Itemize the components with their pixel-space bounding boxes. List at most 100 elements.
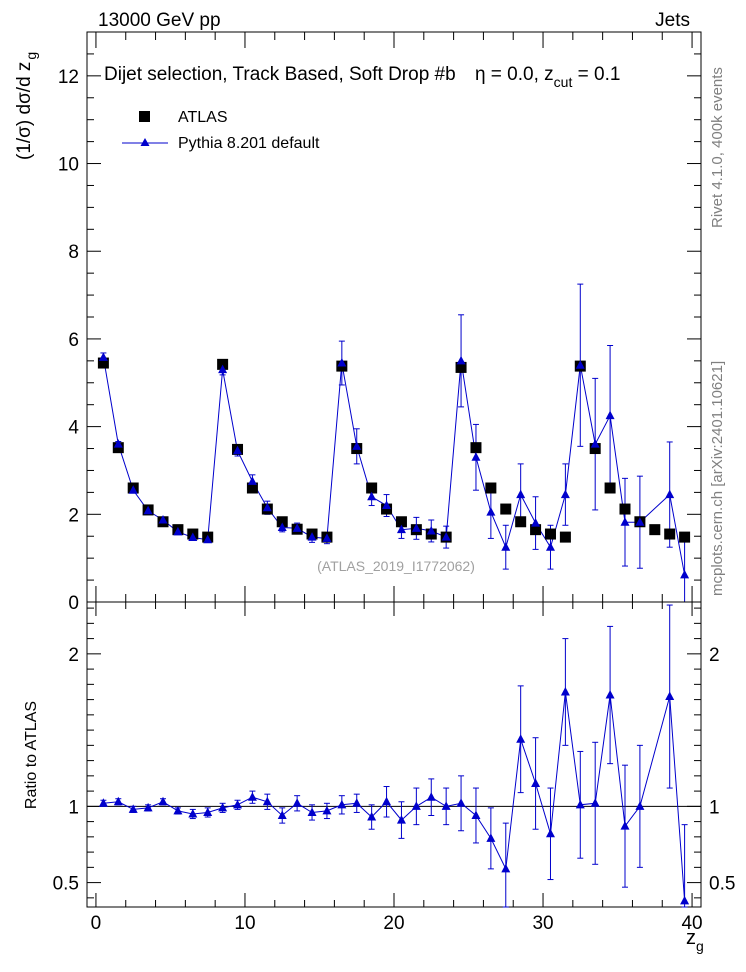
atlas-data-point xyxy=(679,531,691,543)
atlas-data-point xyxy=(276,516,288,528)
ratio-data-point xyxy=(367,812,377,821)
ratio-data-point xyxy=(486,833,496,842)
pythia-data-point xyxy=(665,489,675,499)
atlas-data-point xyxy=(649,524,661,536)
pythia-data-point xyxy=(307,532,317,541)
main-x-axis-ticks xyxy=(95,32,693,602)
main-y-axis: 0 2 4 6 8 10 12 xyxy=(58,31,701,614)
pythia-data-point xyxy=(292,523,302,532)
main-y-tick-label: 8 xyxy=(68,242,79,263)
ratio-y-tick-label-right: 0.5 xyxy=(709,874,735,895)
atlas-data-point xyxy=(485,482,497,494)
legend-atlas-marker xyxy=(139,111,150,122)
ratio-data-point xyxy=(98,798,108,807)
atlas-data-point xyxy=(395,516,407,528)
main-y-tick-label: 12 xyxy=(58,67,79,88)
pythia-series-line xyxy=(102,357,686,575)
pythia-data-point xyxy=(471,452,481,461)
ratio-data-point xyxy=(128,804,138,813)
side-label-bottom: mcplots.cern.ch [arXiv:2401.10621] xyxy=(709,361,726,596)
pythia-data-point xyxy=(516,489,526,499)
ratio-data-point xyxy=(635,801,645,810)
atlas-data-point xyxy=(515,516,527,528)
pythia-data-point xyxy=(531,518,541,527)
pythia-data-point xyxy=(367,491,377,501)
main-y-tick-label: 2 xyxy=(68,505,79,526)
ratio-x-label-text: z xyxy=(686,927,696,949)
main-y-label: (1/σ) dσ/d z g xyxy=(14,52,39,160)
ratio-data-point xyxy=(605,690,615,699)
ratio-x-tick-label: 20 xyxy=(383,913,404,934)
ratio-data-point xyxy=(620,821,630,830)
atlas-data-point xyxy=(381,503,393,515)
ratio-y-tick-label: 2 xyxy=(68,645,79,666)
atlas-data-point xyxy=(530,524,542,536)
ratio-data-point xyxy=(471,810,481,819)
plot-title-main: Dijet selection, Track Based, Soft Drop … xyxy=(104,64,456,85)
pythia-data-point xyxy=(173,526,183,536)
ratio-data-point xyxy=(233,799,243,809)
ratio-data-point xyxy=(218,802,228,812)
ratio-data-point xyxy=(158,796,168,806)
ratio-data-point xyxy=(441,801,451,810)
ratio-x-tick-label: 40 xyxy=(681,913,702,934)
legend-pythia-label: Pythia 8.201 default xyxy=(178,135,320,152)
pythia-data-point xyxy=(322,533,332,542)
ratio-x-tick-label: 30 xyxy=(532,913,553,934)
atlas-data-point xyxy=(217,358,229,370)
pythia-data-point xyxy=(113,439,123,448)
atlas-data-point xyxy=(470,442,482,454)
pythia-data-point xyxy=(218,364,228,374)
ratio-data-point xyxy=(262,796,272,806)
ratio-y-axis: 0.5 0.5 1 1 2 2 xyxy=(53,607,735,899)
ratio-data-point xyxy=(396,815,406,824)
ratio-data-point xyxy=(307,807,317,816)
pythia-data-point xyxy=(411,523,421,532)
ratio-data-point xyxy=(411,801,421,810)
main-plot-panel: 0 2 4 6 8 10 12 (ATLAS_2019_I1772062) Dijet se… xyxy=(14,31,702,614)
header-left: 13000 GeV pp xyxy=(98,10,221,31)
ratio-x-tick-label: 10 xyxy=(234,913,255,934)
atlas-data-point xyxy=(500,503,512,515)
atlas-data-point xyxy=(112,442,124,454)
ratio-data-point xyxy=(456,798,466,807)
pythia-data-point xyxy=(337,358,347,367)
legend-atlas-label: ATLAS xyxy=(178,109,228,126)
atlas-data-point xyxy=(589,443,601,455)
pythia-data-point xyxy=(441,532,451,541)
ratio-data-point xyxy=(113,796,123,806)
main-y-label-sub: g xyxy=(23,52,39,60)
legend: ATLAS Pythia 8.201 default xyxy=(122,109,320,152)
atlas-data-point xyxy=(97,357,109,369)
plot-title-cut-val: = 0.1 xyxy=(572,64,620,85)
pythia-data-point xyxy=(396,524,406,534)
pythia-data-point xyxy=(143,505,153,515)
pythia-data-point xyxy=(545,542,555,551)
ratio-data-point xyxy=(531,778,541,787)
main-watermark: (ATLAS_2019_I1772062) xyxy=(317,558,475,574)
atlas-data-point xyxy=(604,482,616,494)
main-y-tick-label: 4 xyxy=(68,418,79,439)
ratio-data-point xyxy=(292,798,302,807)
plot-title: Dijet selection, Track Based, Soft Drop … xyxy=(104,64,620,90)
atlas-data-point xyxy=(246,482,258,494)
plot-title-cut-sub: cut xyxy=(554,74,573,90)
ratio-data-point xyxy=(203,807,213,816)
pythia-data-point xyxy=(98,352,108,361)
side-label-top: Rivet 4.1.0, 400k events xyxy=(709,67,726,228)
ratio-data-point xyxy=(575,799,585,809)
ratio-data-point xyxy=(545,828,555,838)
ratio-y-tick-label: 0.5 xyxy=(53,874,79,895)
atlas-data-point xyxy=(664,528,676,540)
pythia-data-point xyxy=(620,517,630,526)
main-y-tick-label: 10 xyxy=(58,155,79,176)
ratio-plot-panel: 0.5 0.5 1 1 2 2 0 10 20 30 40 Ratio to ATLAS zg xyxy=(23,601,735,954)
ratio-data-point xyxy=(277,810,287,819)
ratio-data-point xyxy=(322,805,332,815)
atlas-data-point xyxy=(455,361,467,373)
ratio-data-point xyxy=(501,863,511,873)
pythia-data-point xyxy=(456,355,466,365)
pythia-data-point xyxy=(262,502,272,512)
ratio-data-point xyxy=(665,691,675,701)
ratio-plot-frame xyxy=(86,601,702,908)
